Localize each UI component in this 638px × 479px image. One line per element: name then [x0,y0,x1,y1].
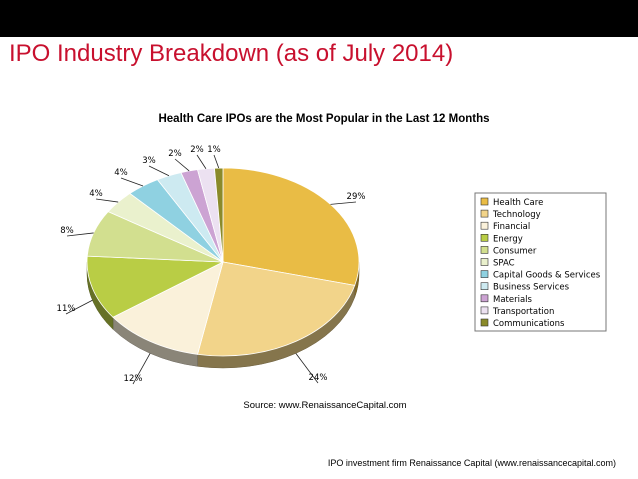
leader-line-7 [120,177,144,187]
footer-credit: IPO investment firm Renaissance Capital … [327,458,616,468]
legend-swatch-2 [480,209,489,218]
top-bar [0,0,638,37]
pie-slice-1 [222,167,360,286]
pie-slice-2 [197,261,356,357]
slice-label-9: 2% [168,149,182,159]
slice-label-7: 4% [114,168,128,178]
slice-label-10: 2% [190,145,204,155]
leader-line-6 [95,198,119,203]
leader-line-4 [65,299,93,315]
leader-line-11 [213,154,220,169]
leader-line-3 [132,353,151,385]
pie-slices [86,167,360,357]
leader-line-2 [295,353,319,384]
chart-title: Health Care IPOs are the Most Popular in… [158,113,489,125]
legend-label-1: Health Care [493,198,543,208]
legend-swatch-7 [480,270,489,278]
legend: Health Care Technology Financial Energy Cons… [480,197,601,329]
leader-line-1 [330,201,357,205]
leader-line-10 [196,154,207,169]
legend-swatch-8 [480,282,489,291]
slide-title: IPO Industry Breakdown (as of July 2014) [9,40,454,67]
legend-label-7: Capital Goods & Services [493,271,601,281]
legend-label-8: Business Services [493,283,570,293]
slice-label-11: 1% [207,145,221,155]
legend-swatch-6 [480,258,489,266]
legend-box [474,192,607,332]
legend-label-10: Transportation [492,307,554,317]
legend-swatch-9 [480,294,489,303]
chart-source: Source: www.RenaissanceCapital.com [243,400,406,411]
legend-swatch-5 [480,246,489,254]
pie-slice-4 [86,255,225,318]
legend-label-3: Financial [493,222,530,232]
legend-label-11: Communications [493,319,565,329]
pie-leader-lines [65,154,357,385]
pie-labels: 29%24%12%11%8%4%4%3%2% 2% 1% [57,145,366,384]
slice-label-4: 11% [57,304,76,314]
slice-label-5: 8% [60,226,74,236]
legend-label-4: Energy [493,234,523,244]
legend-swatch-10 [480,306,489,315]
pie-slice-3 [112,261,224,355]
leader-line-5 [66,232,94,237]
leader-line-8 [148,165,170,177]
leader-line-9 [174,158,190,172]
legend-label-9: Materials [493,295,533,305]
slice-label-8: 3% [142,156,156,166]
legend-swatch-11 [480,318,489,327]
legend-label-5: Consumer [493,246,537,256]
legend-swatch-1 [480,197,489,206]
legend-swatch-4 [480,234,489,242]
slice-label-3: 12% [124,374,143,384]
legend-label-2: Technology [492,210,541,220]
legend-label-6: SPAC [493,259,515,269]
slice-label-6: 4% [89,189,103,199]
slice-label-1: 29% [347,192,366,202]
slice-label-2: 24% [309,373,328,383]
legend-swatch-3 [480,221,489,230]
